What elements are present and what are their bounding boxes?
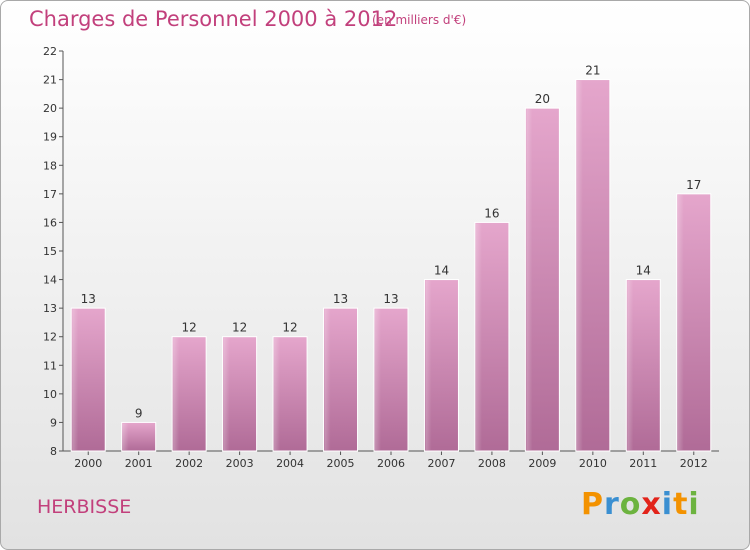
x-tick-label: 2009 <box>528 457 556 470</box>
x-tick-label: 2011 <box>629 457 657 470</box>
y-tick-label: 21 <box>43 74 57 87</box>
y-tick-label: 15 <box>43 245 57 258</box>
x-tick-label: 2006 <box>377 457 405 470</box>
y-tick-label: 12 <box>43 331 57 344</box>
data-label: 13 <box>333 292 348 306</box>
y-tick-label: 9 <box>50 416 57 429</box>
axes: 8 9 10 11 12 13 14 15 16 17 18 19 20 21 22 <box>43 45 719 458</box>
data-label: 17 <box>686 178 701 192</box>
logo-letter: i <box>688 487 700 522</box>
x-tick-label: 2000 <box>74 457 102 470</box>
data-label: 16 <box>484 206 499 220</box>
y-tick-label: 11 <box>43 359 57 372</box>
y-tick-label: 13 <box>43 302 57 315</box>
bar-highlight <box>425 280 432 450</box>
data-label: 14 <box>636 264 651 278</box>
commune-name: HERBISSE <box>37 496 132 518</box>
logo-letter: r <box>604 487 620 522</box>
y-tick-label: 20 <box>43 102 57 115</box>
logo-letter: o <box>619 487 642 522</box>
data-label: 20 <box>535 92 550 106</box>
logo-letter: t <box>673 487 689 522</box>
logo-letter: x <box>641 487 662 522</box>
y-tick-label: 16 <box>43 216 57 229</box>
x-tick-label: 2004 <box>276 457 304 470</box>
x-tick-label: 2005 <box>327 457 355 470</box>
bar-highlight <box>72 309 79 450</box>
chart-subtitle: (en milliers d'€) <box>372 13 467 27</box>
logo-letter: P <box>581 487 604 522</box>
bar-highlight <box>576 80 583 451</box>
data-label: 12 <box>182 321 197 335</box>
bars <box>70 79 712 452</box>
y-tick-label: 10 <box>43 388 57 401</box>
bar-highlight <box>375 309 381 450</box>
y-tick-label: 14 <box>43 274 57 287</box>
x-tick-label: 2008 <box>478 457 506 470</box>
data-label: 21 <box>585 64 600 78</box>
bar-highlight <box>223 337 230 450</box>
data-label: 9 <box>135 406 143 420</box>
bar-highlight <box>324 309 331 450</box>
y-tick-label: 8 <box>50 445 57 458</box>
y-tick-label: 17 <box>43 188 57 201</box>
bar-highlight <box>677 194 684 450</box>
x-tick-label: 2003 <box>226 457 254 470</box>
y-tick-label: 18 <box>43 159 57 172</box>
x-tick-label: 2010 <box>579 457 607 470</box>
chart-title: Charges de Personnel 2000 à 2012 <box>29 7 398 31</box>
data-label: 13 <box>81 292 96 306</box>
data-label: 13 <box>383 292 398 306</box>
bar-highlight <box>526 109 533 451</box>
bar-highlight <box>122 423 129 450</box>
data-label: 12 <box>282 321 297 335</box>
bar-highlight <box>173 337 180 450</box>
data-label: 12 <box>232 321 247 335</box>
y-tick-label: 22 <box>43 45 57 58</box>
proxiti-logo: Proxiti <box>581 487 700 527</box>
bar-highlight <box>475 223 482 450</box>
x-tick-label: 2001 <box>125 457 153 470</box>
bar-highlight <box>627 280 634 450</box>
y-tick-label: 19 <box>43 131 57 144</box>
labels: 13 2000 9 2001 12 2002 12 2003 12 2004 13 2005 13 200… <box>74 64 708 470</box>
x-tick-label: 2007 <box>427 457 455 470</box>
logo-letter: i <box>661 487 674 522</box>
data-label: 14 <box>434 264 449 278</box>
x-tick-label: 2012 <box>680 457 708 470</box>
x-tick-label: 2002 <box>175 457 203 470</box>
bar-highlight <box>274 337 281 450</box>
